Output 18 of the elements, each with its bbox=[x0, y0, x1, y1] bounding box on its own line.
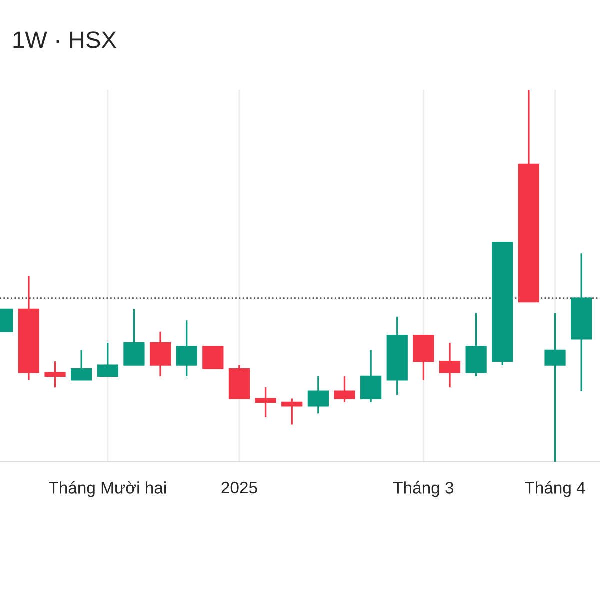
candlestick bbox=[150, 330, 172, 378]
candlestick bbox=[308, 376, 329, 414]
candlestick bbox=[255, 386, 276, 418]
x-tick-label: Tháng 4 bbox=[525, 481, 586, 498]
candlestick bbox=[124, 308, 145, 366]
x-tick-label: Tháng 3 bbox=[393, 481, 454, 498]
candlestick bbox=[71, 350, 92, 381]
candlestick bbox=[282, 398, 303, 426]
candlestick bbox=[439, 342, 461, 388]
candlestick bbox=[360, 350, 382, 404]
x-tick-label: Tháng Mười hai bbox=[49, 481, 166, 498]
chart-title: 1W · HSX bbox=[14, 32, 116, 48]
candlestick bbox=[334, 376, 356, 404]
x-tick-label: 2025 bbox=[222, 482, 258, 494]
candlestick bbox=[176, 320, 198, 378]
candlestick bbox=[202, 346, 224, 370]
candlestick bbox=[44, 360, 66, 388]
candlestick bbox=[97, 342, 118, 378]
